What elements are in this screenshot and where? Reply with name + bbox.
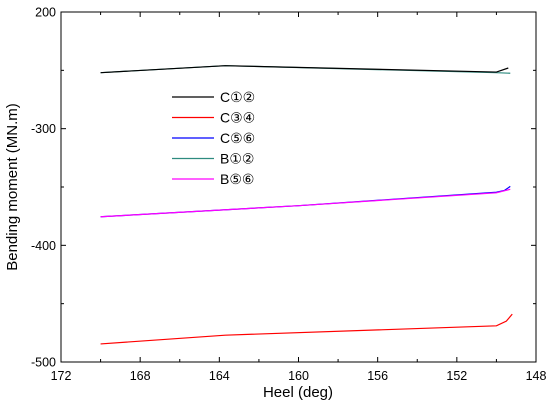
legend: C①② C③④ C⑤⑥ B①② B⑤⑥ — [172, 89, 255, 187]
x-tick-label: 168 — [130, 369, 151, 383]
x-tick-label: 160 — [288, 369, 309, 383]
axis-ticks — [60, 11, 537, 363]
series-line — [100, 65, 509, 74]
plot-area-frame — [60, 11, 537, 363]
y-tick-labels: 200 -300 -400 -500 — [31, 6, 56, 370]
x-tick-labels: 172 168 164 160 156 152 148 — [51, 369, 547, 383]
x-tick-label: 148 — [526, 369, 547, 383]
legend-label: C③④ — [220, 110, 255, 126]
legend-label: B①② — [220, 151, 254, 167]
y-tick-label: -300 — [31, 122, 56, 136]
series-lines — [100, 65, 513, 345]
legend-label: C⑤⑥ — [220, 130, 255, 146]
legend-label: C①② — [220, 89, 255, 105]
series-line — [100, 313, 513, 345]
legend-label: B⑤⑥ — [220, 171, 254, 187]
x-tick-label: 152 — [446, 369, 467, 383]
y-tick-label: -500 — [31, 356, 56, 370]
y-tick-label: -400 — [31, 239, 56, 253]
y-tick-label: 200 — [35, 6, 56, 20]
series-line — [100, 185, 511, 218]
x-tick-label: 172 — [51, 369, 72, 383]
x-axis-title: Heel (deg) — [263, 384, 333, 401]
series-line — [100, 188, 511, 218]
x-tick-label: 156 — [367, 369, 388, 383]
y-axis-title: Bending moment (MN.m) — [4, 103, 21, 271]
x-tick-label: 164 — [209, 369, 230, 383]
